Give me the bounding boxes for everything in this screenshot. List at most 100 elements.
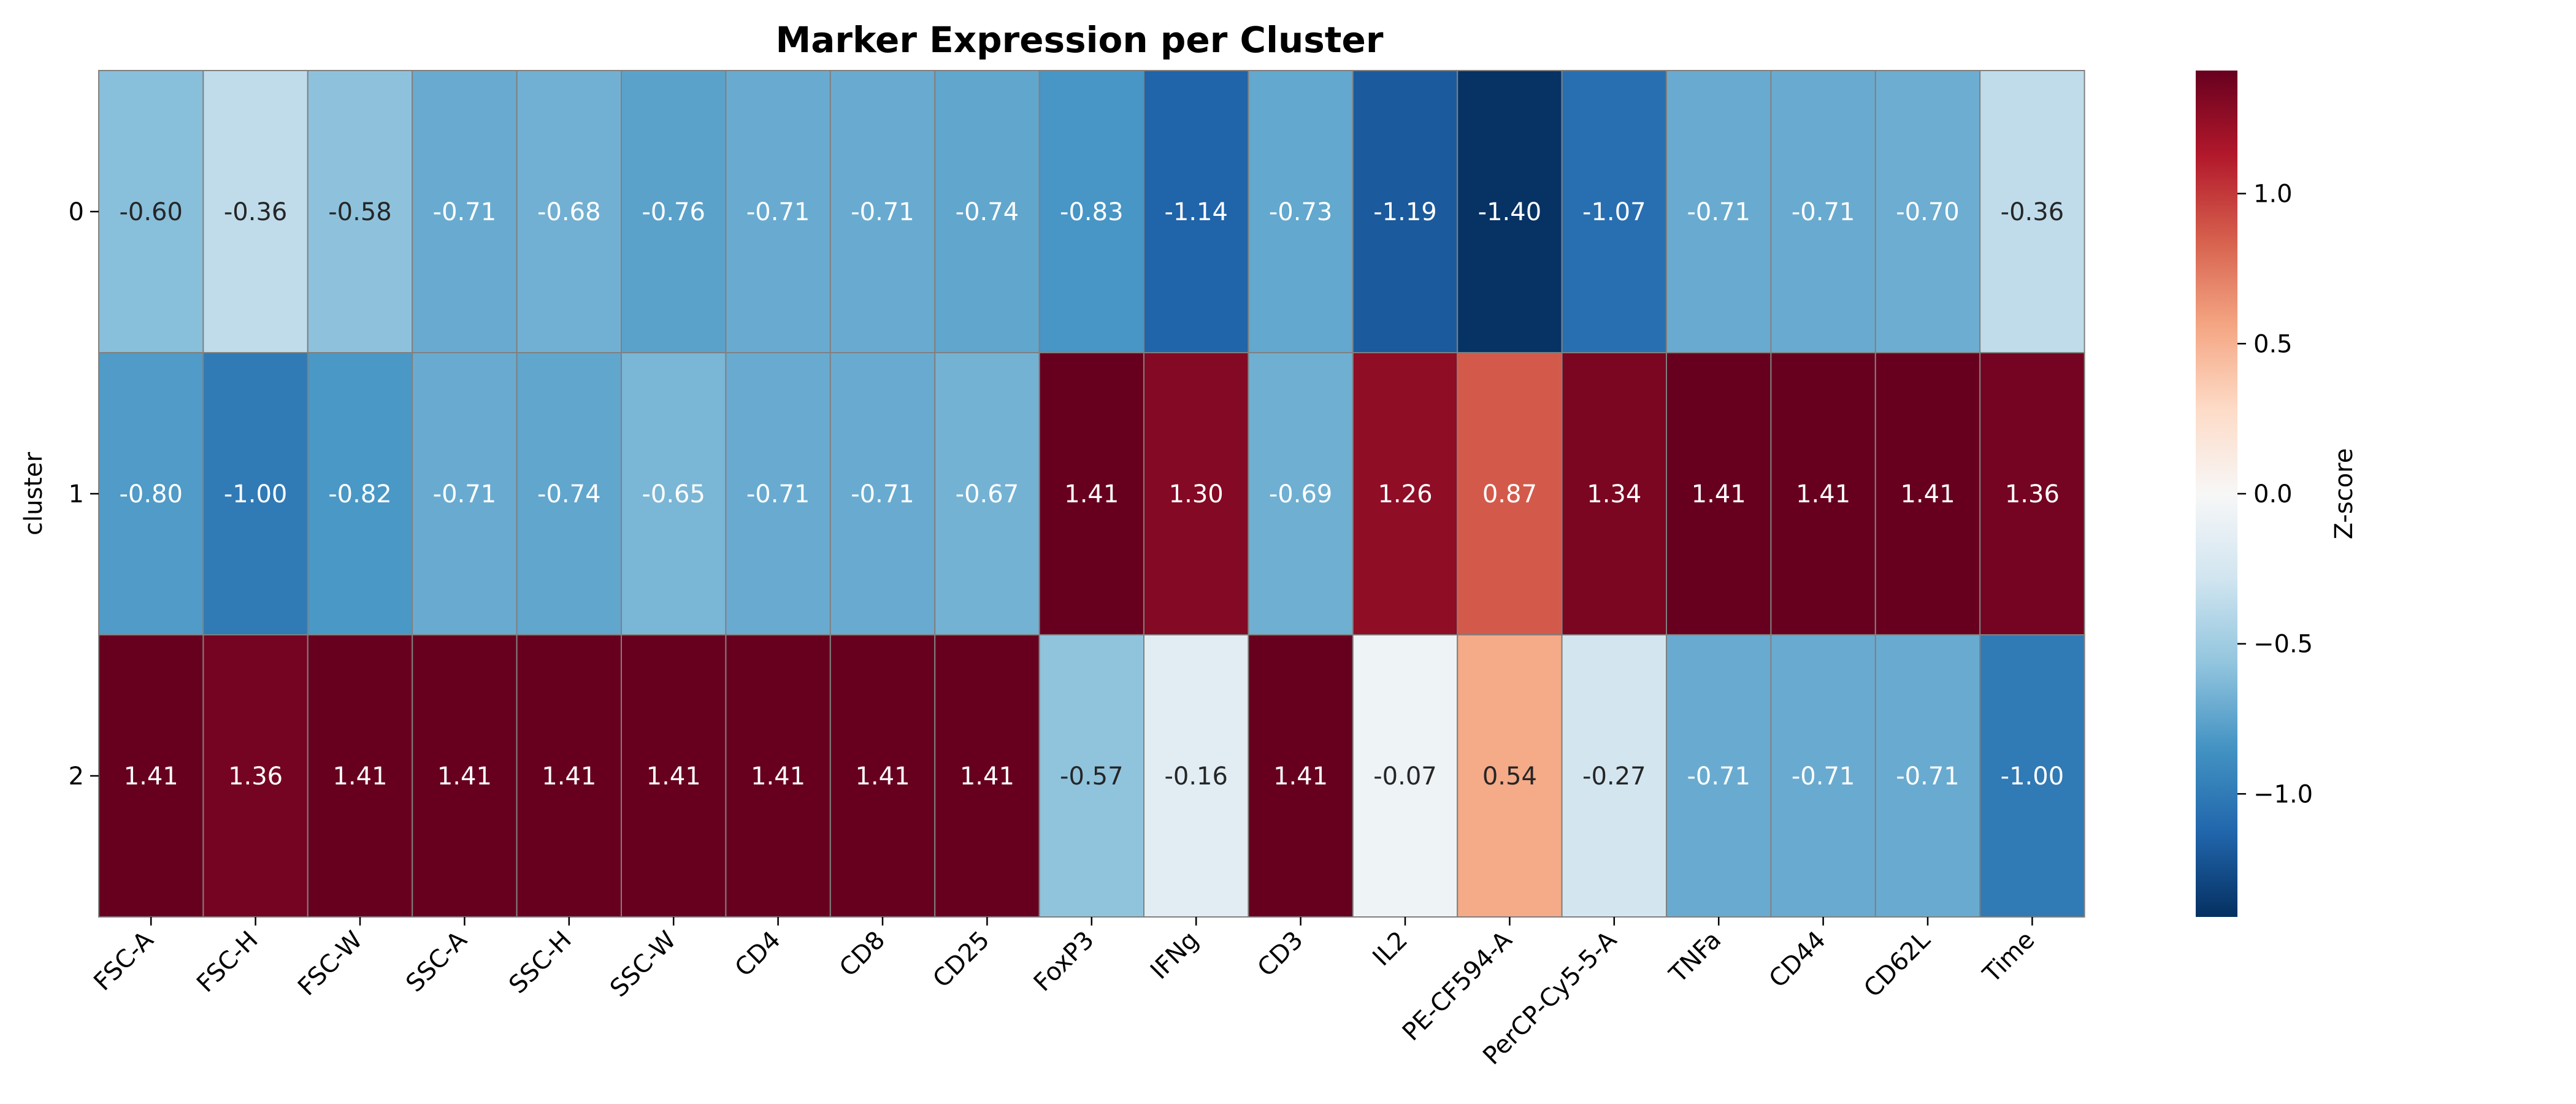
x-tick-label: CD8 — [834, 926, 891, 983]
heatmap-cell — [1979, 634, 2085, 918]
x-tick-label: FoxP3 — [1029, 926, 1100, 997]
cell-value-label: 1.41 — [751, 762, 805, 791]
heatmap-cell — [412, 634, 518, 918]
colorbar-tick-label: 0.0 — [2253, 480, 2293, 508]
heatmap-cell-labels: -0.60 -0.36 -0.58 -0.71 -0.68 -0.76 -0.71 -0.71… — [119, 198, 2064, 791]
x-tick-label: CD44 — [1764, 926, 1831, 994]
cell-value-label: 1.36 — [2005, 480, 2060, 508]
heatmap-cell — [1457, 70, 1563, 353]
cell-value-label: -0.16 — [1164, 762, 1228, 791]
cell-value-label: -0.74 — [956, 198, 1019, 226]
x-tick-label: SSC-W — [605, 926, 681, 1003]
cell-value-label: -0.71 — [433, 480, 497, 508]
heatmap-cell — [98, 70, 204, 353]
x-tick-label: SSC-A — [401, 926, 473, 998]
heatmap-cell — [1561, 70, 1668, 353]
cell-value-label: -0.71 — [1792, 762, 1855, 791]
cell-value-label: -0.65 — [642, 480, 705, 508]
heatmap-cell — [1143, 634, 1249, 918]
heatmap-cell — [621, 70, 727, 353]
cell-value-label: -1.40 — [1478, 198, 1542, 226]
cell-value-label: -0.71 — [1687, 198, 1750, 226]
y-tick-label: 1 — [69, 480, 84, 508]
heatmap-cell — [1038, 70, 1144, 353]
cell-value-label: -0.57 — [1060, 762, 1124, 791]
cell-value-label: 0.87 — [1482, 480, 1537, 508]
cell-value-label: 1.41 — [1796, 480, 1850, 508]
heatmap-cell — [412, 352, 518, 635]
cell-value-label: -0.68 — [537, 198, 601, 226]
cell-value-label: 1.41 — [124, 762, 178, 791]
x-tick-label: FSC-H — [191, 926, 263, 998]
cell-value-label: 0.54 — [1482, 762, 1537, 791]
cell-value-label: -0.71 — [433, 198, 497, 226]
heatmap-cell — [1874, 352, 1981, 635]
heatmap-cell — [1666, 634, 1772, 918]
heatmap-cell — [934, 634, 1040, 918]
heatmap-cell — [829, 634, 936, 918]
colorbar-gradient — [2196, 71, 2237, 917]
cell-value-label: -0.71 — [1687, 762, 1750, 791]
cell-value-label: -0.71 — [851, 480, 914, 508]
cell-value-label: -0.70 — [1896, 198, 1960, 226]
heatmap-cell — [412, 70, 518, 353]
heatmap-cell — [516, 634, 622, 918]
cell-value-label: -0.71 — [1896, 762, 1960, 791]
heatmap-cell — [1979, 70, 2085, 353]
colorbar-ticks: 1.0 0.5 0.0 −0.5 −1.0 — [2237, 180, 2313, 808]
y-axis-label: cluster — [20, 451, 48, 535]
cell-value-label: -0.69 — [1269, 480, 1333, 508]
cell-value-label: -0.71 — [851, 198, 914, 226]
heatmap-cell — [1979, 352, 2085, 635]
x-tick-label: CD3 — [1252, 926, 1309, 983]
cell-value-label: -0.58 — [328, 198, 392, 226]
cell-value-label: 1.41 — [332, 762, 387, 791]
heatmap-cell — [1874, 634, 1981, 918]
x-tick-label: Time — [1977, 926, 2040, 989]
chart-title: Marker Expression per Cluster — [776, 19, 1384, 61]
cell-value-label: -0.76 — [642, 198, 705, 226]
x-tick-label: FSC-W — [293, 926, 368, 1002]
cell-value-label: -0.67 — [956, 480, 1019, 508]
cell-value-label: -0.27 — [1582, 762, 1646, 791]
cell-value-label: -0.36 — [2001, 198, 2064, 226]
cell-value-label: -0.71 — [746, 198, 810, 226]
colorbar-label: Z-score — [2330, 448, 2358, 540]
cell-value-label: -0.80 — [119, 480, 183, 508]
x-tick-label: CD25 — [927, 926, 995, 994]
cell-value-label: 1.36 — [228, 762, 283, 791]
x-tick-label: FSC-A — [88, 926, 159, 996]
heatmap-cell — [307, 70, 413, 353]
heatmap-cell — [829, 352, 936, 635]
cell-value-label: -1.00 — [2001, 762, 2064, 791]
heatmap-cell — [934, 352, 1040, 635]
cell-value-label: 1.41 — [542, 762, 596, 791]
cell-value-label: 1.41 — [1064, 480, 1119, 508]
cell-value-label: 1.41 — [437, 762, 492, 791]
cell-value-label: -0.74 — [537, 480, 601, 508]
heatmap-cell — [516, 70, 622, 353]
heatmap-cell — [202, 634, 309, 918]
heatmap-cell — [1666, 352, 1772, 635]
x-tick-label: IFNg — [1145, 926, 1204, 985]
heatmap-cell — [1561, 634, 1668, 918]
heatmap-cell — [1352, 634, 1459, 918]
cell-value-label: -1.14 — [1164, 198, 1228, 226]
cell-value-label: 1.41 — [855, 762, 910, 791]
y-axis-ticks: 0 1 2 — [69, 198, 99, 791]
cell-value-label: -0.36 — [224, 198, 288, 226]
cell-value-label: -0.71 — [746, 480, 810, 508]
heatmap-cell — [1248, 634, 1354, 918]
heatmap-cell — [725, 634, 831, 918]
colorbar-tick-label: −0.5 — [2253, 631, 2313, 659]
cell-value-label: -0.73 — [1269, 198, 1333, 226]
heatmap-cell — [202, 352, 309, 635]
cell-value-label: -1.19 — [1373, 198, 1437, 226]
heatmap-cell — [98, 634, 204, 918]
heatmap-cell — [202, 70, 309, 353]
heatmap-cell — [829, 70, 936, 353]
cell-value-label: 1.41 — [1273, 762, 1328, 791]
x-tick-label: CD4 — [730, 926, 786, 983]
cell-value-label: -0.82 — [328, 480, 392, 508]
